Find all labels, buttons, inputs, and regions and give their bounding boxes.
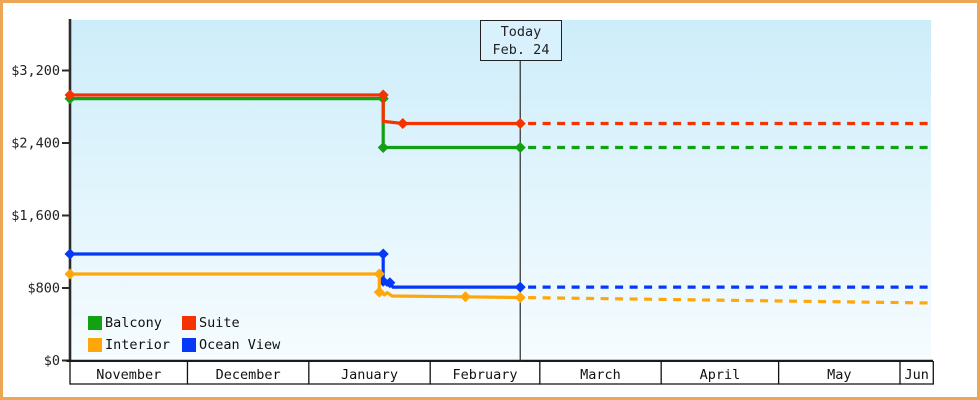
month-label: January [341, 367, 398, 383]
legend-row: Balcony Suite [88, 312, 280, 334]
legend-label: Suite [199, 315, 240, 331]
series-marker-ocean-view [64, 248, 76, 260]
plot-background [71, 20, 932, 361]
today-callout: Today Feb. 24 [480, 20, 562, 61]
legend-label: Ocean View [199, 337, 281, 353]
series-marker-interior [373, 286, 385, 298]
legend-item-balcony: Balcony [88, 315, 182, 331]
y-axis-label: $2,400 [11, 136, 60, 152]
series-marker-interior [514, 292, 526, 304]
series-marker-balcony [514, 142, 526, 154]
series-line-balcony [70, 96, 521, 150]
series-marker-suite [514, 118, 526, 130]
y-axis-label: $800 [27, 281, 60, 297]
projection-line-interior [528, 296, 932, 305]
legend-item-ocean-view: Ocean View [182, 337, 280, 353]
y-axis-label: $3,200 [11, 63, 60, 79]
month-label: March [580, 367, 621, 383]
suite-swatch-icon [182, 316, 196, 330]
month-label: April [700, 367, 741, 383]
month-label: December [216, 367, 281, 383]
ocean-view-swatch-icon [182, 338, 196, 352]
month-label: February [452, 367, 517, 383]
legend-row: Interior Ocean View [88, 334, 280, 356]
series-marker-interior [459, 291, 471, 303]
legend-label: Interior [105, 337, 171, 353]
series-marker-ocean-view [384, 277, 396, 289]
month-label: Jun [904, 367, 928, 383]
balcony-swatch-icon [88, 316, 102, 330]
interior-swatch-icon [88, 338, 102, 352]
series-marker-suite [64, 89, 76, 101]
legend-item-interior: Interior [88, 337, 182, 353]
series-marker-ocean-view [377, 248, 389, 260]
y-axis-label: $0 [44, 353, 60, 369]
today-title: Today [500, 23, 542, 40]
series-marker-balcony [377, 142, 389, 154]
legend-label: Balcony [105, 315, 162, 331]
month-label: November [96, 367, 161, 383]
month-label: May [827, 367, 851, 383]
series-marker-suite [397, 118, 409, 130]
series-line-suite [70, 93, 521, 126]
series-marker-suite [377, 89, 389, 101]
chart-legend: Balcony Suite Interior Ocean View [88, 312, 280, 356]
today-date: Feb. 24 [492, 41, 550, 58]
series-marker-interior [373, 268, 385, 280]
legend-item-suite: Suite [182, 315, 240, 331]
series-marker-interior [64, 268, 76, 280]
series-marker-ocean-view [514, 281, 526, 293]
y-axis-label: $1,600 [11, 208, 60, 224]
